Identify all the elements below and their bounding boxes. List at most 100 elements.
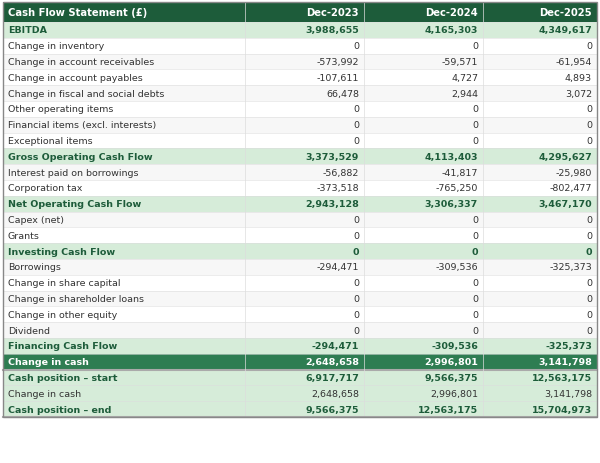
Bar: [3, 196, 597, 212]
Text: Financial items (excl. interests): Financial items (excl. interests): [8, 121, 156, 130]
Text: 4,113,403: 4,113,403: [425, 152, 478, 162]
Text: 4,893: 4,893: [565, 74, 592, 82]
Text: Change in share capital: Change in share capital: [8, 279, 121, 288]
Text: 0: 0: [472, 310, 478, 319]
Text: 0: 0: [472, 247, 478, 256]
Text: Change in cash: Change in cash: [8, 357, 89, 366]
Text: Change in shareholder loans: Change in shareholder loans: [8, 294, 144, 303]
Text: 2,943,128: 2,943,128: [305, 200, 359, 209]
Text: 3,072: 3,072: [565, 89, 592, 99]
Bar: [3, 86, 597, 102]
Text: Cash position – start: Cash position – start: [8, 373, 118, 382]
Bar: [3, 354, 597, 370]
Bar: [3, 275, 597, 291]
Text: 0: 0: [353, 247, 359, 256]
Text: -56,882: -56,882: [323, 168, 359, 177]
Text: 2,648,658: 2,648,658: [305, 357, 359, 366]
Text: 0: 0: [586, 294, 592, 303]
Text: -325,373: -325,373: [545, 342, 592, 350]
Text: 0: 0: [353, 310, 359, 319]
Text: 0: 0: [353, 216, 359, 225]
Bar: [3, 133, 597, 149]
Bar: [3, 338, 597, 354]
Text: 0: 0: [353, 42, 359, 51]
Bar: [3, 307, 597, 323]
Text: 66,478: 66,478: [326, 89, 359, 99]
Text: Exceptional items: Exceptional items: [8, 137, 92, 146]
Text: -802,477: -802,477: [550, 184, 592, 193]
Text: 4,349,617: 4,349,617: [538, 26, 592, 35]
Bar: [3, 3, 597, 417]
Bar: [3, 212, 597, 228]
Text: Dec-2025: Dec-2025: [539, 8, 592, 18]
Text: 0: 0: [472, 326, 478, 335]
Bar: [3, 181, 597, 196]
Text: 3,141,798: 3,141,798: [544, 389, 592, 398]
Text: -325,373: -325,373: [549, 263, 592, 272]
Text: 0: 0: [472, 42, 478, 51]
Bar: [3, 149, 597, 165]
Text: Change in account payables: Change in account payables: [8, 74, 143, 82]
Text: 0: 0: [586, 232, 592, 240]
Bar: [3, 401, 597, 417]
Text: -294,471: -294,471: [311, 342, 359, 350]
Text: 0: 0: [586, 42, 592, 51]
Bar: [3, 165, 597, 181]
Text: -309,536: -309,536: [431, 342, 478, 350]
Text: 12,563,175: 12,563,175: [418, 405, 478, 414]
Text: 12,563,175: 12,563,175: [532, 373, 592, 382]
Bar: [3, 70, 597, 86]
Text: 0: 0: [353, 121, 359, 130]
Bar: [3, 23, 597, 39]
Text: Borrowings: Borrowings: [8, 263, 61, 272]
Text: 0: 0: [586, 247, 592, 256]
Text: 0: 0: [472, 216, 478, 225]
Text: -373,518: -373,518: [316, 184, 359, 193]
Text: 0: 0: [586, 279, 592, 288]
Text: EBITDA: EBITDA: [8, 26, 47, 35]
Text: Change in account receivables: Change in account receivables: [8, 58, 154, 67]
Text: 3,988,655: 3,988,655: [305, 26, 359, 35]
Text: 0: 0: [472, 279, 478, 288]
Bar: [3, 370, 597, 386]
Text: -61,954: -61,954: [556, 58, 592, 67]
Text: Change in cash: Change in cash: [8, 389, 81, 398]
Text: 2,648,658: 2,648,658: [311, 389, 359, 398]
Text: 0: 0: [586, 216, 592, 225]
Text: 0: 0: [353, 279, 359, 288]
Text: Dec-2023: Dec-2023: [307, 8, 359, 18]
Bar: [3, 118, 597, 133]
Text: 3,467,170: 3,467,170: [538, 200, 592, 209]
Bar: [3, 3, 597, 23]
Text: 2,996,801: 2,996,801: [424, 357, 478, 366]
Text: -294,471: -294,471: [317, 263, 359, 272]
Text: 0: 0: [586, 310, 592, 319]
Text: 0: 0: [472, 232, 478, 240]
Text: 4,165,303: 4,165,303: [425, 26, 478, 35]
Text: 15,704,973: 15,704,973: [532, 405, 592, 414]
Bar: [3, 386, 597, 401]
Text: 3,141,798: 3,141,798: [538, 357, 592, 366]
Text: Financing Cash Flow: Financing Cash Flow: [8, 342, 117, 350]
Bar: [3, 228, 597, 244]
Bar: [3, 244, 597, 259]
Text: 3,373,529: 3,373,529: [305, 152, 359, 162]
Text: Corporation tax: Corporation tax: [8, 184, 82, 193]
Text: 3,306,337: 3,306,337: [425, 200, 478, 209]
Text: 0: 0: [472, 105, 478, 114]
Text: -107,611: -107,611: [317, 74, 359, 82]
Text: Change in fiscal and social debts: Change in fiscal and social debts: [8, 89, 164, 99]
Text: 0: 0: [472, 137, 478, 146]
Text: Cash Flow Statement (£): Cash Flow Statement (£): [8, 8, 147, 18]
Text: Investing Cash Flow: Investing Cash Flow: [8, 247, 115, 256]
Text: Cash position – end: Cash position – end: [8, 405, 112, 414]
Text: 0: 0: [586, 137, 592, 146]
Text: 9,566,375: 9,566,375: [305, 405, 359, 414]
Text: 2,944: 2,944: [451, 89, 478, 99]
Text: 0: 0: [586, 121, 592, 130]
Text: 4,727: 4,727: [451, 74, 478, 82]
Bar: [3, 291, 597, 307]
Text: 0: 0: [353, 137, 359, 146]
Text: -25,980: -25,980: [556, 168, 592, 177]
Text: 0: 0: [586, 105, 592, 114]
